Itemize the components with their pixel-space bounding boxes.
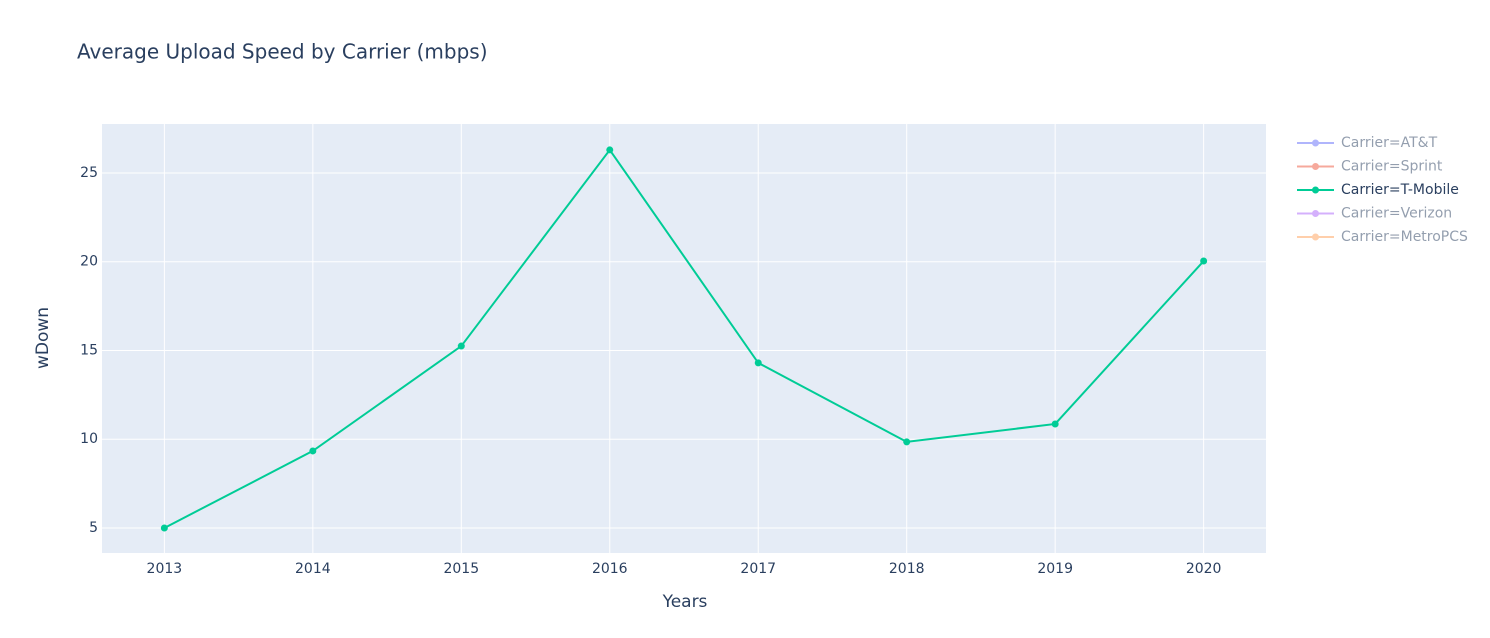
point (754, 359, 762, 367)
legend-label: Carrier=AT&T (1341, 135, 1438, 151)
legend-marker (1312, 233, 1319, 241)
chart-title: Average Upload Speed by Carrier (mbps) (77, 40, 488, 64)
legend-label: Carrier=Sprint (1341, 159, 1443, 175)
x-tick-label: 2013 (147, 561, 183, 577)
point (457, 342, 465, 350)
x-axis-title: Years (662, 592, 708, 612)
legend-item[interactable]: Carrier=T-Mobile (1297, 182, 1459, 198)
x-tick-label: 2018 (889, 561, 925, 577)
y-tick-label: 15 (80, 342, 98, 358)
legend-item[interactable]: Carrier=MetroPCS (1297, 229, 1468, 245)
point (1200, 257, 1208, 265)
y-tick-label: 10 (80, 431, 98, 447)
x-tick-label: 2017 (740, 561, 776, 577)
legend-marker (1312, 210, 1319, 217)
x-tick-label: 2019 (1037, 561, 1073, 577)
point (309, 447, 317, 455)
y-axis-title: wDown (33, 307, 53, 369)
legend-label: Carrier=Verizon (1341, 206, 1452, 222)
legend-item[interactable]: Carrier=Sprint (1297, 159, 1443, 175)
x-tick-label: 2020 (1186, 561, 1222, 577)
x-tick-label: 2014 (295, 561, 331, 577)
legend-marker (1312, 186, 1319, 194)
legend-marker (1312, 163, 1319, 170)
x-tick-label: 2016 (592, 561, 628, 577)
line (163, 148, 1205, 529)
y-tick-label: 25 (80, 165, 98, 181)
legend-item[interactable]: Carrier=AT&T (1297, 135, 1438, 151)
point (606, 146, 614, 154)
legend-item[interactable]: Carrier=Verizon (1297, 206, 1452, 222)
y-tick-label: 20 (80, 254, 98, 270)
x-tick-label: 2015 (443, 561, 479, 577)
point (1051, 420, 1059, 428)
point (903, 438, 911, 446)
legend-marker (1312, 139, 1319, 147)
plot-area (102, 124, 1266, 553)
y-tick-label: 5 (89, 520, 98, 536)
legend-label: Carrier=T-Mobile (1341, 182, 1459, 198)
point (160, 524, 168, 532)
legend-label: Carrier=MetroPCS (1341, 229, 1468, 245)
